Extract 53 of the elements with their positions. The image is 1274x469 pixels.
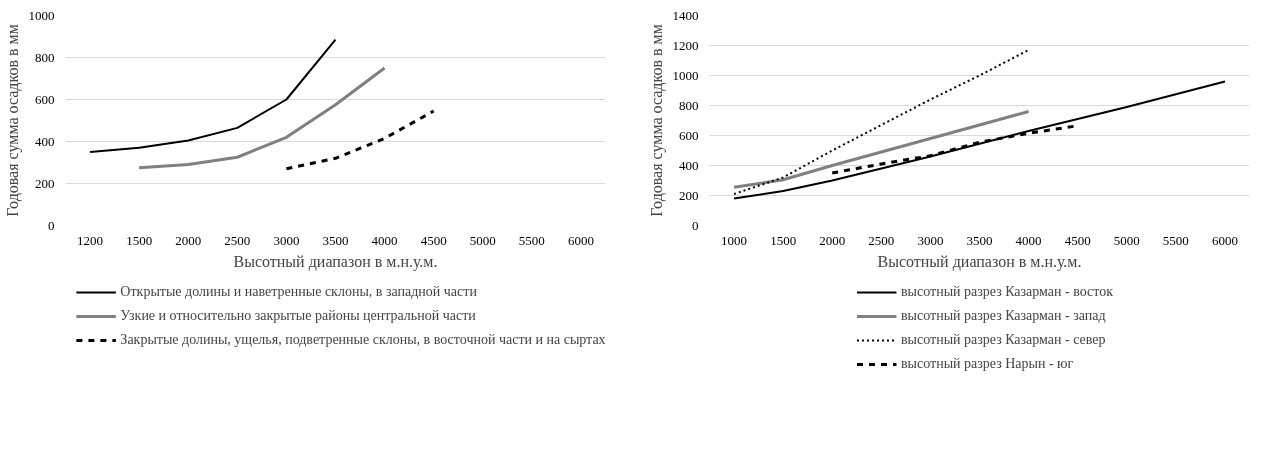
y-tick-label: 400	[679, 157, 699, 173]
y-tick-label: 600	[679, 127, 699, 143]
legend-label: Закрытые долины, ущелья, подветренные склоны, в восточной части и на сыртах	[120, 332, 606, 348]
y-tick-label: 800	[679, 97, 699, 113]
x-tick-label: 4500	[1064, 232, 1091, 248]
line-series	[137, 66, 387, 170]
legend-label: высотный разрез Казарман - восток	[900, 284, 1114, 300]
line-series	[732, 110, 1031, 189]
x-tick-label: 5000	[1113, 232, 1140, 248]
y-tick-label: 1000	[28, 7, 55, 23]
y-tick-label: 200	[35, 175, 55, 191]
y-tick-label: 200	[679, 187, 699, 203]
x-tick-label: 3500	[322, 232, 349, 248]
y-tick-label: 400	[35, 133, 55, 149]
x-tick-label: 1000	[721, 232, 748, 248]
legend-label: высотный разрез Казарман - запад	[900, 308, 1106, 324]
x-axis-title: Высотный диапазон в м.н.у.м.	[233, 252, 438, 271]
y-tick-label: 0	[48, 217, 55, 233]
x-tick-label: 3500	[966, 232, 993, 248]
legend-label: Узкие и относительно закрытые районы центральной части	[120, 308, 476, 324]
x-tick-label: 5000	[469, 232, 496, 248]
y-axis-title: Годовая сумма осадков в мм	[3, 24, 22, 217]
y-tick-label: 600	[35, 91, 55, 107]
legend-label: Открытые долины и наветренные склоны, в западной части	[120, 284, 477, 300]
x-tick-label: 3000	[273, 232, 300, 248]
y-axis-title: Годовая сумма осадков в мм	[647, 24, 666, 217]
line-series	[284, 109, 436, 171]
x-tick-label: 2500	[224, 232, 251, 248]
x-tick-label: 3000	[917, 232, 944, 248]
x-tick-label: 2500	[868, 232, 895, 248]
y-tick-label: 1000	[672, 67, 699, 83]
x-tick-label: 1500	[770, 232, 797, 248]
x-tick-label: 1500	[126, 232, 153, 248]
x-tick-label: 2000	[819, 232, 846, 248]
y-tick-label: 1200	[672, 37, 699, 53]
x-tick-label: 1200	[77, 232, 104, 248]
x-tick-label: 5500	[1162, 232, 1189, 248]
x-tick-label: 5500	[518, 232, 545, 248]
line-series	[89, 38, 337, 153]
y-tick-label: 0	[692, 217, 699, 233]
x-tick-label: 6000	[1211, 232, 1238, 248]
x-tick-label: 4000	[371, 232, 398, 248]
x-axis-title: Высотный диапазон в м.н.у.м.	[877, 252, 1082, 271]
y-tick-label: 800	[35, 49, 55, 65]
legend-label: высотный разрез Нарын - юг	[900, 356, 1074, 372]
x-tick-label: 2000	[175, 232, 202, 248]
x-tick-label: 6000	[567, 232, 594, 248]
y-tick-label: 1400	[672, 7, 699, 23]
line-series	[733, 80, 1226, 200]
legend-label: высотный разрез Казарман - север	[900, 332, 1106, 348]
line-series	[733, 49, 1030, 195]
x-tick-label: 4000	[1015, 232, 1042, 248]
x-tick-label: 4500	[420, 232, 447, 248]
